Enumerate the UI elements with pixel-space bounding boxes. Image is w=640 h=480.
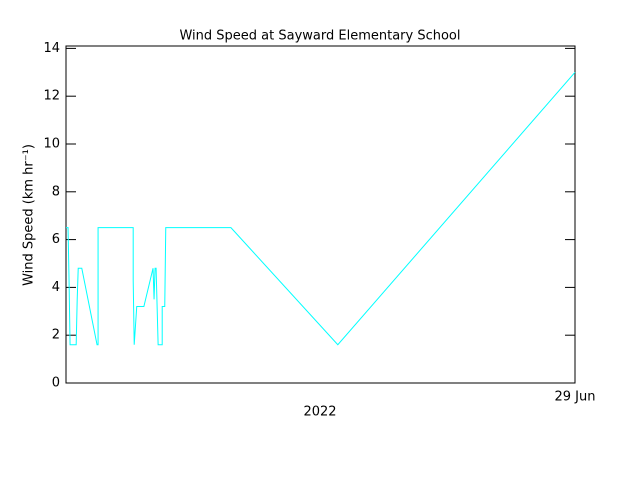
y-tick-label: 0: [52, 376, 60, 391]
y-tick-label: 8: [52, 184, 60, 199]
x-axis-label: 2022: [303, 405, 336, 420]
y-tick-label: 4: [52, 280, 60, 295]
plot-frame: [65, 45, 576, 384]
x-tick-label: 29 Jun: [555, 390, 596, 405]
y-axis-label: Wind Speed (km hr⁻¹): [22, 144, 37, 286]
y-tick-label: 6: [52, 232, 60, 247]
y-tick-label: 12: [43, 89, 60, 104]
chart-title: Wind Speed at Sayward Elementary School: [179, 29, 460, 44]
y-tick-label: 14: [43, 41, 60, 56]
data-line: [66, 71, 576, 346]
y-tick-label: 2: [52, 328, 60, 343]
y-tick-label: 10: [43, 136, 60, 151]
